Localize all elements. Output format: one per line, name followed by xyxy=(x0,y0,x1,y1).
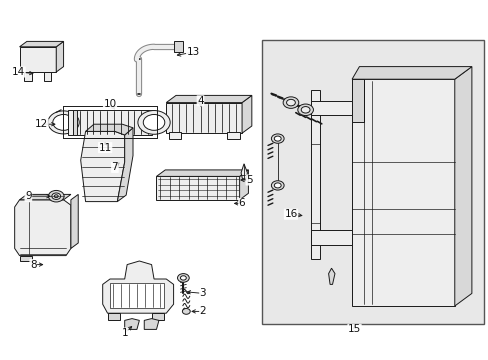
Polygon shape xyxy=(20,41,63,47)
Polygon shape xyxy=(156,176,239,200)
Polygon shape xyxy=(85,124,133,135)
Polygon shape xyxy=(72,110,77,135)
Polygon shape xyxy=(20,256,32,261)
Polygon shape xyxy=(454,67,471,306)
Polygon shape xyxy=(71,194,78,248)
Polygon shape xyxy=(102,261,173,313)
Text: 1: 1 xyxy=(121,328,128,338)
Polygon shape xyxy=(24,72,32,81)
Polygon shape xyxy=(76,110,151,135)
Polygon shape xyxy=(239,170,248,200)
Polygon shape xyxy=(351,67,471,79)
Circle shape xyxy=(48,111,79,134)
Text: 10: 10 xyxy=(103,99,116,109)
Circle shape xyxy=(52,193,61,199)
Text: 4: 4 xyxy=(197,96,203,106)
Circle shape xyxy=(283,97,298,108)
Text: 5: 5 xyxy=(245,175,252,185)
Circle shape xyxy=(297,104,313,116)
Polygon shape xyxy=(310,230,351,245)
Polygon shape xyxy=(68,110,73,135)
Polygon shape xyxy=(351,79,454,306)
Text: 8: 8 xyxy=(30,260,37,270)
Polygon shape xyxy=(81,131,124,202)
Circle shape xyxy=(180,276,186,280)
Circle shape xyxy=(301,107,309,113)
Circle shape xyxy=(271,134,284,143)
Polygon shape xyxy=(173,41,183,52)
Polygon shape xyxy=(20,47,56,72)
Polygon shape xyxy=(168,132,181,139)
Text: 11: 11 xyxy=(98,143,112,153)
Polygon shape xyxy=(56,41,63,72)
Polygon shape xyxy=(310,101,351,115)
Polygon shape xyxy=(166,95,251,103)
Circle shape xyxy=(177,274,189,282)
Circle shape xyxy=(274,183,281,188)
Circle shape xyxy=(143,114,164,130)
Polygon shape xyxy=(15,200,71,256)
Text: 15: 15 xyxy=(347,324,361,334)
Circle shape xyxy=(48,190,64,202)
Text: 16: 16 xyxy=(284,209,297,219)
Polygon shape xyxy=(124,319,139,329)
Circle shape xyxy=(286,99,295,106)
Polygon shape xyxy=(20,194,71,200)
Circle shape xyxy=(274,136,281,141)
Polygon shape xyxy=(156,170,248,176)
Text: 13: 13 xyxy=(186,47,200,57)
Polygon shape xyxy=(107,313,120,320)
Text: 3: 3 xyxy=(199,288,206,298)
Polygon shape xyxy=(144,319,159,329)
Polygon shape xyxy=(351,79,364,122)
Text: 7: 7 xyxy=(111,162,118,172)
Text: 6: 6 xyxy=(238,198,245,208)
Polygon shape xyxy=(151,313,163,320)
Polygon shape xyxy=(241,164,247,179)
Polygon shape xyxy=(310,90,320,259)
Polygon shape xyxy=(110,283,163,308)
Polygon shape xyxy=(242,95,251,133)
Polygon shape xyxy=(117,128,133,202)
Bar xyxy=(261,40,483,324)
Text: 12: 12 xyxy=(35,119,48,129)
Circle shape xyxy=(182,309,190,314)
Text: 9: 9 xyxy=(25,191,32,201)
Polygon shape xyxy=(227,132,239,139)
Circle shape xyxy=(53,114,74,130)
Text: 2: 2 xyxy=(199,306,206,316)
Polygon shape xyxy=(166,103,242,133)
Circle shape xyxy=(271,181,284,190)
Polygon shape xyxy=(44,72,51,81)
Circle shape xyxy=(54,195,58,198)
Polygon shape xyxy=(328,268,334,284)
Circle shape xyxy=(138,111,170,134)
Text: 14: 14 xyxy=(12,67,25,77)
